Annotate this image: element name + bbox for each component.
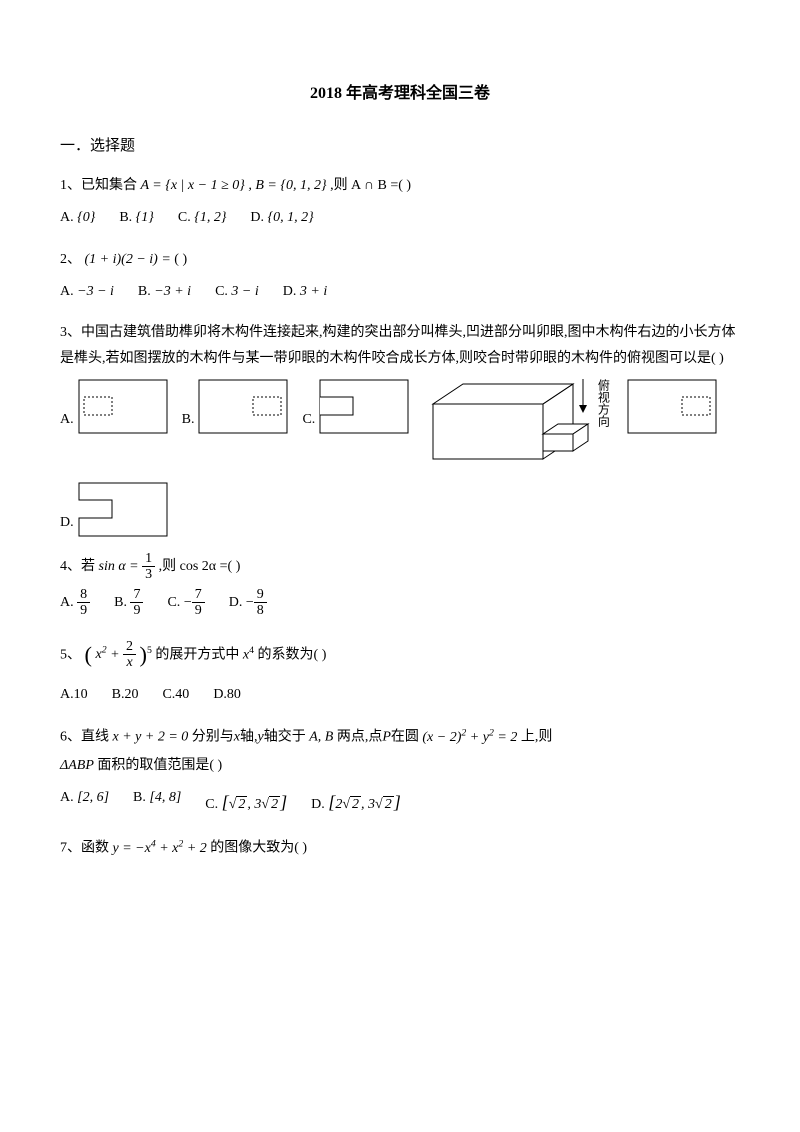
q5-prefix: 5、	[60, 647, 81, 662]
q5-frac: 2x	[123, 639, 136, 671]
q6-circle: (x − 2)2 + y2 = 2	[422, 730, 517, 745]
q6-options: A. [2, 6] B. [4, 8] C. [2, 32] D. [22, 3…	[60, 784, 740, 820]
section-heading: 一．选择题	[60, 133, 740, 160]
q1-opt-d: D. {0, 1, 2}	[250, 204, 313, 232]
q4-options: A. 89 B. 79 C. −79 D. −98	[60, 587, 740, 619]
q3-fig-right	[627, 379, 717, 434]
q6-tail: 上,则	[521, 730, 553, 745]
q6-opt-c: C. [2, 32]	[205, 784, 287, 820]
q5-tail: 的系数为( )	[258, 647, 327, 662]
question-1: 1、已知集合 A = {x | x − 1 ≥ 0} , B = {0, 1, …	[60, 172, 740, 232]
q4-opt-c: C. −79	[167, 587, 204, 619]
q5-x2: x2	[95, 647, 106, 662]
q1-opt-c: C. {1, 2}	[178, 204, 227, 232]
q2-options: A. −3 − i B. −3 + i C. 3 − i D. 3 + i	[60, 278, 740, 306]
q1-set-a: A = {x | x − 1 ≥ 0}	[141, 178, 245, 193]
q1-options: A. {0} B. {1} C. {1, 2} D. {0, 1, 2}	[60, 204, 740, 232]
q2-tail: ( )	[174, 252, 187, 267]
q1-prefix: 1、已知集合	[60, 178, 137, 193]
q2-opt-a: A. −3 − i	[60, 278, 114, 306]
q3-fig-d	[78, 482, 168, 537]
q6-prefix: 6、直线	[60, 730, 109, 745]
q5-exp: 5	[147, 645, 152, 656]
q2-expr: (1 + i)(2 − i) =	[85, 252, 171, 267]
q4-frac: 1 3	[142, 551, 155, 583]
question-6: 6、直线 x + y + 2 = 0 分别与x轴,y轴交于 A, B 两点,点P…	[60, 723, 740, 820]
q4-opt-a: A. 89	[60, 587, 90, 619]
q3-b-label: B.	[182, 406, 195, 434]
q3-opt-b: B.	[182, 379, 289, 434]
q4-prefix: 4、若	[60, 559, 95, 574]
q5-opt-b: B.20	[112, 681, 139, 709]
q3-opt-d: D.	[60, 482, 740, 537]
q3-a-label: A.	[60, 406, 74, 434]
q2-opt-d: D. 3 + i	[283, 278, 327, 306]
q6-line: x + y + 2 = 0	[113, 730, 189, 745]
q5-rparen: )	[140, 642, 147, 667]
q7-prefix: 7、函数	[60, 841, 109, 856]
question-2: 2、 (1 + i)(2 − i) = ( ) A. −3 − i B. −3 …	[60, 246, 740, 306]
q3-opt-a: A.	[60, 379, 168, 434]
q1-tail: ,则 A ∩ B =( )	[330, 178, 411, 193]
q3-figures: A. B. C.	[60, 379, 740, 474]
q5-opt-d: D.80	[213, 681, 241, 709]
q5-exp2: 4	[249, 645, 254, 656]
q5-opt-c: C.40	[162, 681, 189, 709]
q6-opt-d: D. [22, 32]	[311, 784, 401, 820]
q6-opt-b: B. [4, 8]	[133, 784, 181, 820]
q4-tail: ,则 cos 2α =( )	[159, 559, 241, 574]
q4-opt-d: D. −98	[229, 587, 267, 619]
q3-opt-c: C.	[302, 379, 409, 434]
page-title: 2018 年高考理科全国三卷	[60, 80, 740, 109]
q6-mid1: 分别与	[192, 730, 234, 745]
q2-prefix: 2、	[60, 252, 81, 267]
q3-fig-a	[78, 379, 168, 434]
q1-opt-a: A. {0}	[60, 204, 95, 232]
q6-tri: ΔABP	[60, 758, 94, 773]
question-4: 4、若 sin α = 1 3 ,则 cos 2α =( ) A. 89 B. …	[60, 551, 740, 619]
q3-d-label: D.	[60, 509, 74, 537]
q3-3d-diagram: 俯视方向	[423, 379, 613, 474]
question-7: 7、函数 y = −x4 + x2 + 2 的图像大致为( )	[60, 834, 740, 863]
q5-plus: +	[110, 647, 123, 662]
q1-opt-b: B. {1}	[119, 204, 154, 232]
q5-opt-a: A.10	[60, 681, 88, 709]
q3-fig-c	[319, 379, 409, 434]
q3-text: 3、中国古建筑借助榫卯将木构件连接起来,构建的突出部分叫榫头,凹进部分叫卯眼,图…	[60, 320, 740, 373]
q4-expr: sin α =	[99, 559, 139, 574]
q2-opt-c: C. 3 − i	[215, 278, 259, 306]
q3-side-label: 俯视方向	[591, 379, 615, 427]
q6-opt-a: A. [2, 6]	[60, 784, 109, 820]
q7-fn: y = −x4 + x2 + 2	[113, 841, 207, 856]
question-3: 3、中国古建筑借助榫卯将木构件连接起来,构建的突出部分叫榫头,凹进部分叫卯眼,图…	[60, 320, 740, 537]
q3-c-label: C.	[302, 406, 315, 434]
q6-tail2: 面积的取值范围是( )	[97, 758, 222, 773]
question-5: 5、 ( x2 + 2x )5 的展开方式中 x4 的系数为( ) A.10 B…	[60, 633, 740, 710]
q5-mid: 的展开方式中	[155, 647, 239, 662]
q5-options: A.10 B.20 C.40 D.80	[60, 681, 740, 709]
q2-opt-b: B. −3 + i	[138, 278, 191, 306]
q5-lparen: (	[85, 642, 92, 667]
q7-tail2: 的图像大致为( )	[210, 841, 307, 856]
q3-fig-b	[198, 379, 288, 434]
q4-opt-b: B. 79	[114, 587, 143, 619]
q6-pts: A, B	[309, 730, 333, 745]
q1-set-b: , B = {0, 1, 2}	[248, 178, 326, 193]
